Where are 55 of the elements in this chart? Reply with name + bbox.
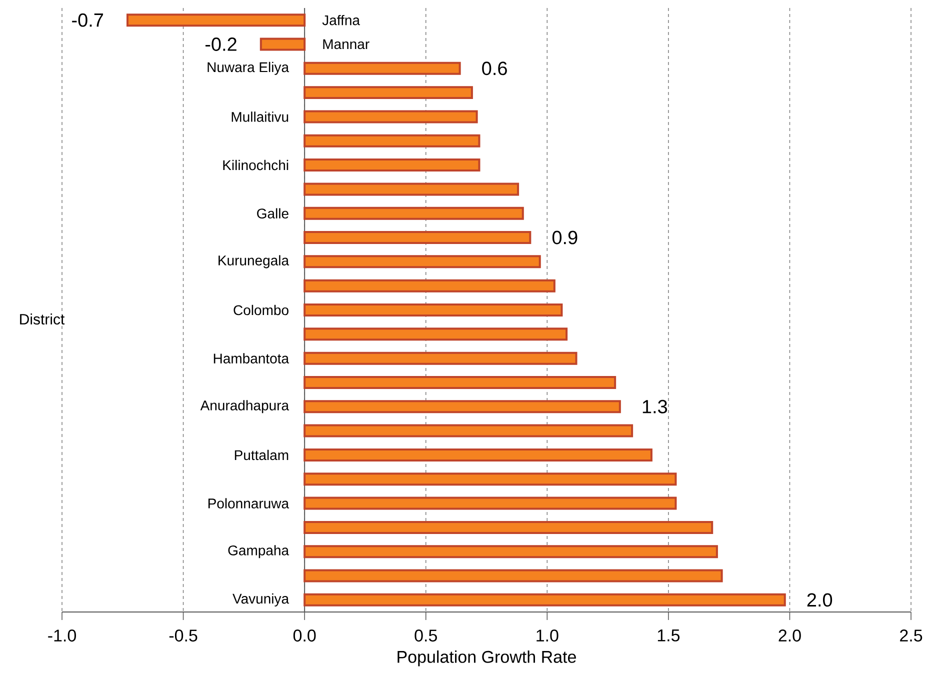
y-tick-label: Kurunegala — [218, 255, 290, 268]
y-tick-label: Anuradhapura — [200, 400, 290, 414]
bar — [304, 400, 621, 414]
bar — [304, 328, 568, 341]
y-tick-label: Colombo — [234, 304, 288, 316]
bar — [304, 593, 786, 606]
data-label: 1.3 — [642, 400, 668, 414]
bar — [304, 110, 478, 124]
x-tick-label: 1.0 — [536, 630, 558, 642]
data-label: 0.9 — [552, 230, 578, 244]
y-tick-label: Galle — [257, 208, 288, 219]
x-tick-label: 2.5 — [900, 630, 922, 642]
y-axis-title: District — [20, 314, 65, 325]
bar — [304, 569, 723, 582]
bar — [304, 158, 480, 172]
bar — [304, 304, 563, 317]
bar — [126, 14, 306, 27]
x-axis-title: Population Growth Rate — [398, 650, 576, 666]
data-label: 0.6 — [482, 62, 507, 76]
y-tick-label: Vavuniya — [232, 593, 290, 606]
y-tick-label: Nuwara Eliya — [208, 62, 290, 75]
x-tick-label: -1.0 — [48, 630, 76, 642]
bar — [304, 545, 718, 558]
bar — [304, 182, 520, 196]
y-tick-label: Hambantota — [214, 353, 290, 364]
y-tick-label: Kilinochchi — [223, 160, 288, 170]
bar — [304, 376, 616, 389]
bar — [304, 352, 578, 365]
bar — [304, 206, 524, 220]
bar — [304, 424, 634, 438]
x-tick-label: 0.0 — [293, 630, 316, 642]
data-label: -0.7 — [72, 13, 104, 27]
bar — [304, 86, 473, 100]
x-tick-label: 1.5 — [658, 630, 680, 642]
bar — [304, 496, 677, 510]
x-tick-label: -0.5 — [169, 630, 198, 642]
bar — [304, 448, 652, 462]
y-tick-label: Puttalam — [234, 450, 288, 460]
y-tick-label: Mannar — [323, 39, 370, 50]
data-label: 2.0 — [807, 593, 832, 607]
data-label: -0.2 — [205, 38, 236, 51]
bar — [304, 472, 677, 486]
bar — [260, 38, 306, 51]
bar — [304, 255, 541, 268]
bar — [304, 279, 556, 292]
bar — [304, 62, 461, 75]
y-tick-label: Mullaitivu — [232, 112, 288, 122]
y-tick-label: Jaffna — [322, 14, 360, 26]
y-tick-label: Polonnaruwa — [208, 498, 290, 508]
x-tick-label: 0.5 — [414, 630, 437, 642]
x-tick-label: 2.0 — [778, 630, 801, 642]
bar — [304, 134, 480, 148]
y-tick-label: Gampaha — [228, 545, 290, 558]
bar — [304, 520, 714, 534]
bar — [304, 231, 532, 244]
